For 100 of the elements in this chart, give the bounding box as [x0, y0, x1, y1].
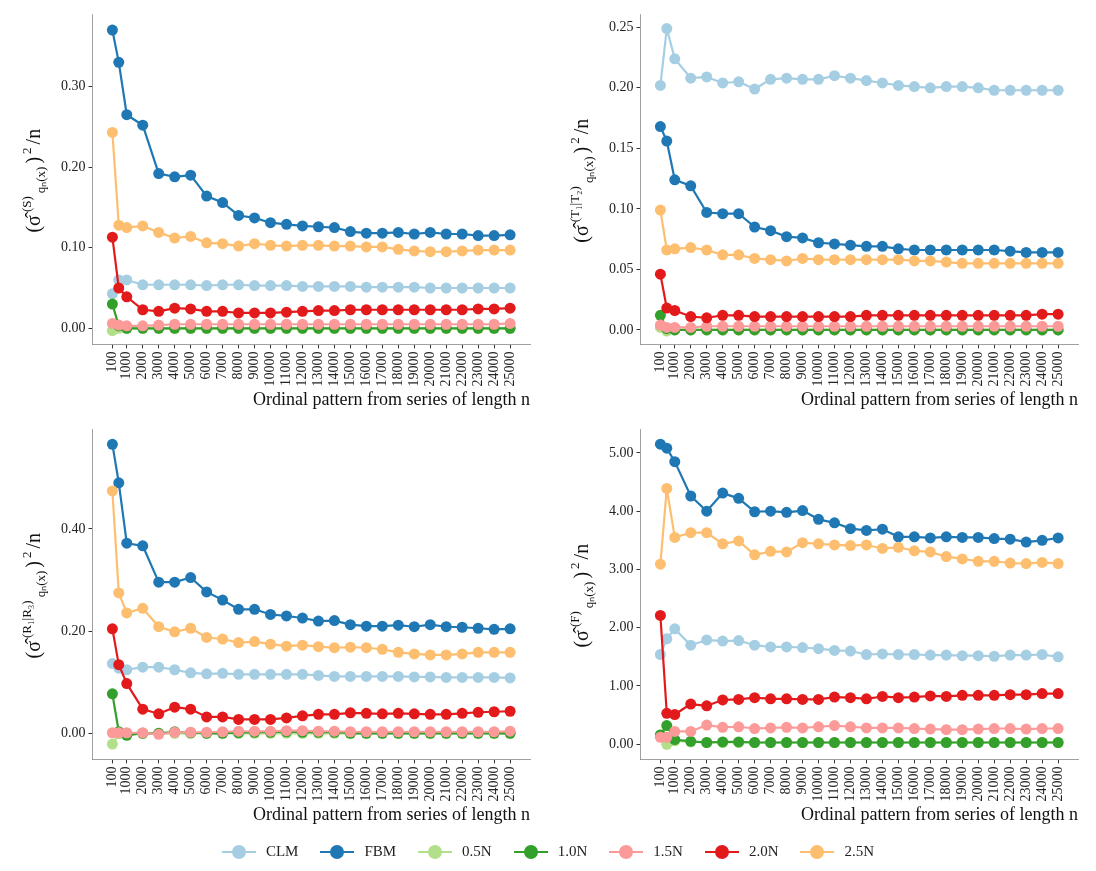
x-tick-label: 10000 — [262, 351, 278, 387]
x-tick-label: 1000 — [666, 766, 682, 795]
x-tick-label: 13000 — [310, 351, 326, 387]
x-tick-label: 25000 — [501, 351, 517, 387]
legend-label: CLM — [265, 843, 299, 860]
x-tick-label: 4000 — [166, 351, 182, 380]
y-tick-label: 2.00 — [609, 619, 634, 635]
x-tick-label: 3000 — [698, 766, 714, 795]
x-tick-label: 14000 — [874, 766, 890, 802]
x-tick-label: 9000 — [794, 351, 810, 380]
x-tick-label: 22000 — [1001, 766, 1017, 802]
x-tick-label: 15000 — [342, 766, 358, 802]
x-tick-label: 21000 — [437, 351, 453, 387]
x-tick-label: 11000 — [826, 766, 842, 801]
x-tick-label: 7000 — [762, 351, 778, 380]
x-tick-label: 18000 — [937, 351, 953, 387]
y-tick-label: 0.25 — [609, 18, 634, 34]
x-tick-label: 12000 — [294, 351, 310, 387]
x-tick-label: 11000 — [278, 351, 294, 386]
x-tick-label: 1000 — [118, 766, 134, 795]
x-tick-label: 18000 — [389, 766, 405, 802]
x-tick-label: 24000 — [485, 351, 501, 387]
x-tick-label: 9000 — [246, 351, 262, 380]
x-tick-label: 22000 — [453, 351, 469, 387]
x-tick-label: 14000 — [874, 351, 890, 387]
y-tick-label: 0.10 — [61, 239, 86, 255]
x-tick-label: 2000 — [134, 766, 150, 795]
y-tick-label: 0.10 — [609, 200, 634, 216]
x-tick-label: 24000 — [485, 766, 501, 802]
x-tick-label: 6000 — [198, 766, 214, 795]
x-tick-label: 19000 — [405, 351, 421, 387]
x-tick-label: 17000 — [374, 766, 389, 802]
y-tick-label: 0.20 — [609, 79, 634, 95]
x-tick-label: 2000 — [134, 351, 150, 380]
x-tick-label: 17000 — [374, 351, 389, 387]
x-tick-label: 20000 — [969, 766, 985, 802]
x-tick-label: 17000 — [922, 351, 937, 387]
y-tick-label: 0.40 — [61, 520, 86, 536]
y-tick-label: 0.05 — [609, 261, 634, 277]
x-tick-label: 20000 — [421, 766, 437, 802]
y-axis-title: (σ̂(R₁|R₃)qₙ(x))2/n — [19, 532, 48, 659]
x-tick-label: 5000 — [182, 351, 198, 380]
x-tick-label: 13000 — [310, 766, 326, 802]
x-tick-label: 19000 — [953, 351, 969, 387]
x-tick-label: 13000 — [858, 766, 874, 802]
x-tick-label: 4000 — [714, 351, 730, 380]
x-axis-title: Ordinal pattern from series of length n — [801, 803, 1078, 824]
x-axis-title: Ordinal pattern from series of length n — [801, 388, 1078, 409]
x-tick-label: 18000 — [937, 766, 953, 802]
x-tick-label: 20000 — [969, 351, 985, 387]
x-tick-label: 11000 — [826, 351, 842, 386]
x-tick-label: 10000 — [810, 766, 826, 802]
x-tick-label: 21000 — [985, 351, 1001, 387]
x-tick-label: 8000 — [778, 766, 794, 795]
x-tick-label: 15000 — [342, 351, 358, 387]
x-tick-label: 25000 — [501, 766, 517, 802]
x-tick-label: 7000 — [214, 766, 230, 795]
x-tick-label: 16000 — [358, 351, 374, 387]
x-tick-label: 23000 — [469, 351, 485, 387]
x-tick-label: 24000 — [1033, 766, 1049, 802]
x-tick-label: 23000 — [1017, 766, 1033, 802]
x-tick-label: 5000 — [730, 351, 746, 380]
x-tick-label: 9000 — [794, 766, 810, 795]
x-tick-label: 11000 — [278, 766, 294, 801]
y-tick-label: 0.30 — [61, 78, 86, 94]
x-tick-label: 100 — [652, 351, 668, 373]
x-tick-label: 3000 — [150, 351, 166, 380]
legend-label: 0.5N — [462, 843, 492, 860]
x-tick-label: 10000 — [810, 351, 826, 387]
x-tick-label: 8000 — [230, 351, 246, 380]
x-tick-label: 9000 — [246, 766, 262, 795]
x-tick-label: 7000 — [214, 351, 230, 380]
x-tick-label: 100 — [104, 351, 120, 373]
x-tick-label: 12000 — [842, 351, 858, 387]
x-tick-label: 100 — [104, 766, 120, 788]
x-tick-label: 2000 — [682, 351, 698, 380]
x-tick-label: 8000 — [778, 351, 794, 380]
x-tick-label: 5000 — [730, 766, 746, 795]
x-axis-title: Ordinal pattern from series of length n — [253, 388, 530, 409]
x-axis-title: Ordinal pattern from series of length n — [253, 803, 530, 824]
x-tick-label: 3000 — [698, 351, 714, 380]
y-tick-label: 0.00 — [61, 319, 86, 335]
y-tick-label: 0.20 — [61, 158, 86, 174]
x-tick-label: 21000 — [985, 766, 1001, 802]
x-tick-label: 18000 — [389, 351, 405, 387]
y-tick-label: 1.00 — [609, 677, 634, 693]
x-tick-label: 16000 — [906, 351, 922, 387]
x-tick-label: 23000 — [469, 766, 485, 802]
legend-label: 1.0N — [557, 843, 588, 860]
y-tick-label: 0.00 — [609, 321, 634, 337]
y-axis-title: (σ̂(F)qₙ(x))2/n — [567, 543, 596, 648]
x-tick-label: 6000 — [746, 766, 762, 795]
legend-label: 1.5N — [653, 843, 683, 860]
x-tick-label: 6000 — [198, 351, 214, 380]
x-tick-label: 12000 — [842, 766, 858, 802]
x-tick-label: 100 — [652, 766, 668, 788]
x-tick-label: 10000 — [262, 766, 278, 802]
x-tick-label: 24000 — [1033, 351, 1049, 387]
x-tick-label: 20000 — [421, 351, 437, 387]
x-tick-label: 21000 — [437, 766, 453, 802]
